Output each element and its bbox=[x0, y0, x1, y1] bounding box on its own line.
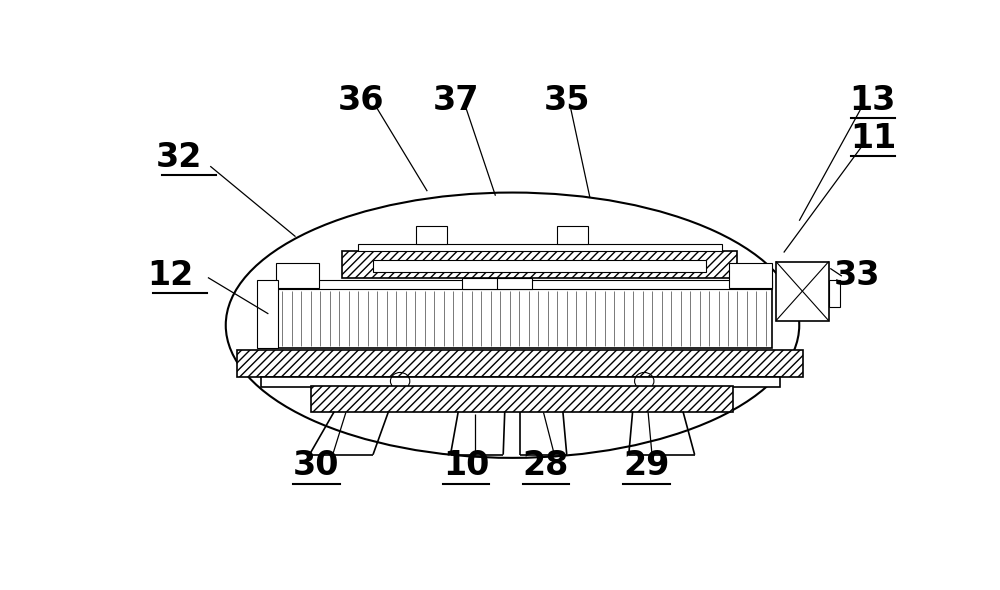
Text: 13: 13 bbox=[850, 84, 896, 117]
Text: 12: 12 bbox=[147, 259, 193, 291]
Bar bbox=[342, 251, 737, 278]
Bar bbox=[729, 263, 772, 287]
Bar bbox=[358, 244, 722, 251]
Text: 11: 11 bbox=[850, 123, 896, 155]
Text: 33: 33 bbox=[834, 259, 881, 291]
Text: 37: 37 bbox=[433, 84, 479, 117]
Bar bbox=[557, 226, 588, 244]
Text: 28: 28 bbox=[523, 448, 569, 481]
Bar bbox=[776, 261, 829, 320]
Bar bbox=[276, 280, 772, 289]
Bar bbox=[829, 280, 840, 307]
Bar bbox=[462, 277, 532, 289]
Bar bbox=[373, 260, 706, 271]
Bar bbox=[257, 280, 278, 348]
Text: 35: 35 bbox=[544, 84, 590, 117]
Bar bbox=[261, 376, 780, 386]
Text: 29: 29 bbox=[623, 448, 670, 481]
Text: 10: 10 bbox=[443, 448, 489, 481]
Bar bbox=[237, 350, 803, 378]
Bar bbox=[416, 226, 447, 244]
Bar bbox=[276, 263, 319, 287]
Text: 32: 32 bbox=[156, 140, 202, 173]
Bar bbox=[276, 289, 772, 348]
Text: 30: 30 bbox=[293, 448, 340, 481]
Bar bbox=[311, 386, 733, 412]
Text: 36: 36 bbox=[338, 84, 385, 117]
